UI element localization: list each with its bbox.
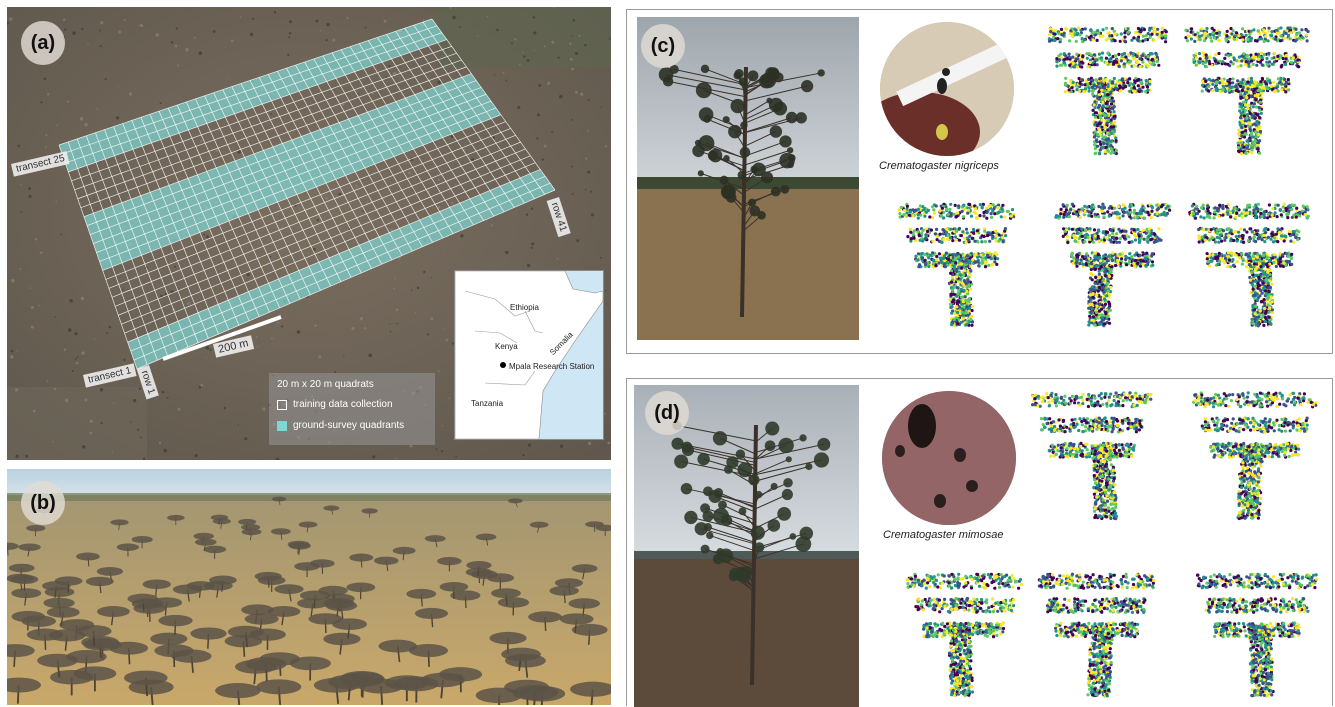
point-cloud-d3 xyxy=(889,565,1024,700)
legend-title: 20 m x 20 m quadrats xyxy=(277,379,374,390)
inset-map-shape xyxy=(455,271,603,439)
savanna-image xyxy=(7,469,611,705)
legend-item-training: training data collection xyxy=(277,399,393,410)
point-cloud-d4 xyxy=(1037,565,1172,700)
ant-photo-c xyxy=(880,22,1014,156)
panel-a-letter: (a) xyxy=(21,21,65,65)
species-label-c: Crematogaster nigriceps xyxy=(879,160,999,172)
point-cloud-c3 xyxy=(889,195,1024,330)
ant-photo-d xyxy=(882,391,1016,525)
point-cloud-d5 xyxy=(1187,565,1327,700)
point-cloud-c5 xyxy=(1187,195,1327,330)
point-cloud-d2 xyxy=(1182,383,1327,523)
legend-item-label: ground-survey quadrants xyxy=(293,420,404,431)
panel-b-letter: (b) xyxy=(21,481,65,525)
legend-item-ground-survey: ground-survey quadrants xyxy=(277,420,404,431)
map-label-ethiopia: Ethiopia xyxy=(510,303,539,312)
panel-c: (c) Crematogaster nigriceps xyxy=(626,9,1333,354)
panel-d-letter: (d) xyxy=(645,391,689,435)
scale-bar xyxy=(157,307,297,367)
map-label-kenya: Kenya xyxy=(495,342,518,351)
legend-swatch-teal xyxy=(277,421,287,431)
point-cloud-c1 xyxy=(1030,18,1170,158)
ant-photo-image xyxy=(882,391,1016,525)
point-cloud-d1 xyxy=(1030,383,1170,523)
map-label-mpala: Mpala Research Station xyxy=(509,362,594,371)
point-cloud-c2 xyxy=(1182,18,1327,158)
inset-map: Ethiopia Somalia Kenya Mpala Research St… xyxy=(454,270,604,440)
point-cloud-c4 xyxy=(1037,195,1172,330)
species-label-d: Crematogaster mimosae xyxy=(883,529,1003,541)
legend-item-label: training data collection xyxy=(293,399,393,410)
panel-a: (a) transect 25 transect 1 row 41 row 1 … xyxy=(7,7,611,460)
legend: 20 m x 20 m quadrats training data colle… xyxy=(269,373,435,445)
panel-b: (b) xyxy=(7,469,611,705)
legend-swatch-white xyxy=(277,400,287,410)
map-label-tanzania: Tanzania xyxy=(471,399,503,408)
panel-d: (d) Crematogaster mimosae xyxy=(626,378,1333,706)
panel-c-letter: (c) xyxy=(641,24,685,68)
ant-photo-image xyxy=(880,22,1014,156)
